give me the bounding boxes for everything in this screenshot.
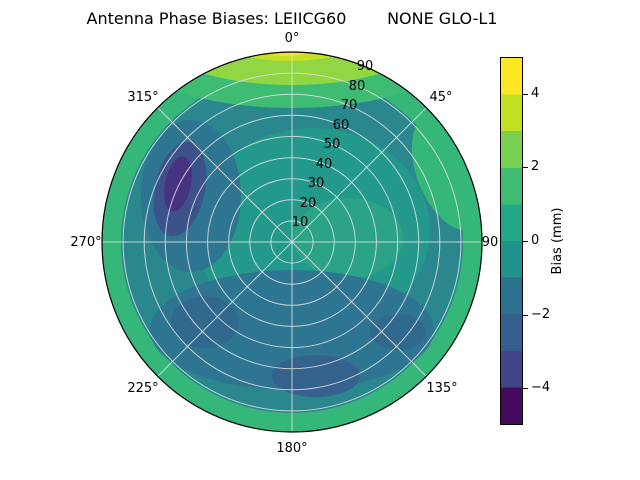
azimuth-tick-labels: 0° 45° 90 135° 180° 225° 270° 315°	[70, 31, 498, 456]
contour-top-yellow-sliver	[231, 52, 343, 56]
plot-boundary	[101, 51, 483, 433]
contour-left-dark-core	[164, 156, 192, 212]
colorbar-tick--4	[523, 388, 528, 389]
colorbar-ticklabel-2: 2	[531, 159, 540, 174]
radial-label-90: 90	[357, 59, 374, 74]
colorbar	[500, 57, 523, 425]
radial-label-40: 40	[316, 157, 333, 172]
contour-center-green-patch	[293, 198, 403, 278]
azimuth-label-0: 0°	[285, 31, 300, 46]
radial-label-50: 50	[324, 137, 341, 152]
colorbar-tick-2	[523, 167, 528, 168]
contour-bottomright-dark	[370, 314, 426, 350]
azimuth-label-45: 45°	[429, 90, 452, 105]
colorbar-ticklabel-0: 0	[531, 233, 540, 248]
radial-label-20: 20	[300, 196, 317, 211]
azimuth-label-135: 135°	[426, 381, 457, 396]
radial-label-60: 60	[333, 118, 350, 133]
polar-grid	[102, 52, 482, 432]
azimuth-label-90: 90	[482, 235, 499, 250]
chart-title: Antenna Phase Biases: LEIICG60 NONE GLO-…	[86, 9, 498, 28]
radial-label-30: 30	[308, 176, 325, 191]
azimuth-label-225: 225°	[127, 381, 158, 396]
colorbar-tick-0	[523, 241, 528, 242]
azimuth-label-315: 315°	[127, 90, 158, 105]
colorbar-axis-label: Bias (mm)	[550, 207, 565, 275]
azimuth-label-180: 180°	[276, 441, 307, 456]
colorbar-tick-4	[523, 94, 528, 95]
colorbar-ticklabel--2: −2	[531, 307, 551, 322]
radial-label-80: 80	[349, 79, 366, 94]
grid-spoke-135-315	[157, 107, 427, 377]
colorbar-tick--2	[523, 315, 528, 316]
contour-bottomleft-dark	[171, 296, 239, 348]
colorbar-ticklabel-4: 4	[531, 86, 540, 101]
colorbar-ticklabel--4: −4	[531, 380, 551, 395]
azimuth-label-270: 270°	[70, 235, 101, 250]
radial-label-70: 70	[341, 98, 358, 113]
radial-tick-labels: 90 80 70 60 50 40 30 20 10	[292, 59, 374, 230]
contour-bottomcenter-dark	[272, 355, 360, 397]
radial-label-10: 10	[292, 215, 309, 230]
